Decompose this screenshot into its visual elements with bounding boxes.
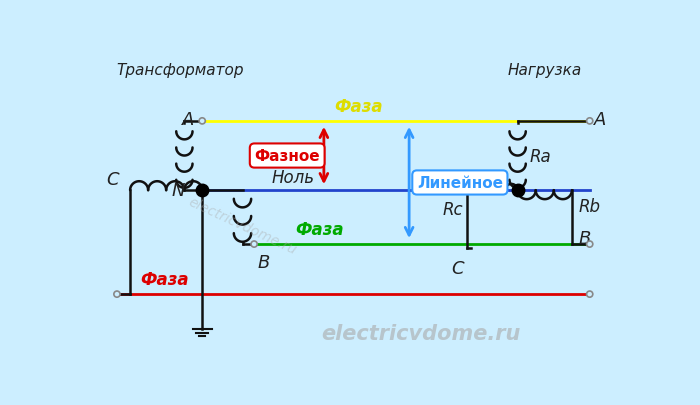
- Text: Линейное: Линейное: [417, 175, 503, 190]
- Text: C: C: [451, 260, 463, 278]
- Text: A: A: [594, 110, 606, 128]
- Circle shape: [587, 291, 593, 297]
- Text: B: B: [258, 254, 270, 272]
- Text: Ra: Ra: [529, 147, 551, 165]
- Text: Фаза: Фаза: [141, 270, 189, 288]
- Text: Фаза: Фаза: [335, 98, 383, 115]
- Text: C: C: [106, 170, 118, 188]
- Text: A: A: [182, 110, 195, 128]
- Circle shape: [114, 291, 120, 297]
- Text: electricvdome.ru: electricvdome.ru: [186, 194, 299, 256]
- Text: electricvdome.ru: electricvdome.ru: [321, 323, 520, 343]
- Text: Нагрузка: Нагрузка: [508, 62, 582, 77]
- Text: Трансформатор: Трансформатор: [117, 62, 244, 77]
- Text: Rc: Rc: [442, 201, 463, 219]
- Text: Фаза: Фаза: [295, 220, 344, 238]
- Circle shape: [251, 241, 257, 247]
- Text: N: N: [172, 182, 185, 200]
- Text: Фазное: Фазное: [254, 149, 320, 164]
- Circle shape: [587, 241, 593, 247]
- Text: B: B: [578, 229, 591, 247]
- Circle shape: [587, 119, 593, 125]
- Circle shape: [199, 119, 205, 125]
- Text: Rb: Rb: [578, 197, 600, 215]
- Text: Ноль: Ноль: [272, 168, 314, 186]
